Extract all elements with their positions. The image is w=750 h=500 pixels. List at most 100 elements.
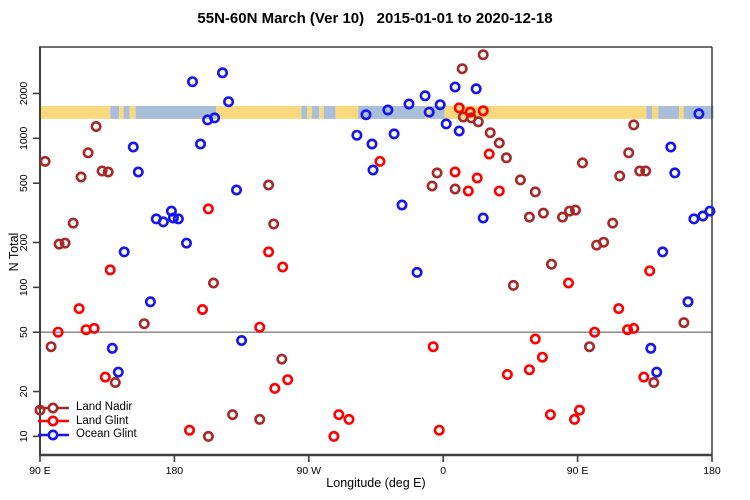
data-point [613, 303, 625, 315]
data-point [202, 430, 214, 442]
data-point [598, 236, 610, 248]
data-point [172, 213, 184, 225]
data-point [477, 49, 489, 61]
data-point [614, 170, 626, 182]
data-point [351, 129, 363, 141]
data-point [67, 217, 79, 229]
ocean-glint-marker-icon [38, 429, 69, 441]
map-band-segment [135, 105, 217, 119]
x-axis-title: Longitude (deg E) [326, 476, 426, 490]
legend: Land Nadir Land Glint Ocean Glint [38, 401, 137, 442]
data-point [628, 322, 640, 334]
data-point [607, 217, 619, 229]
data-point [623, 147, 635, 159]
data-point [181, 237, 193, 249]
data-point [59, 237, 71, 249]
map-band-segment [216, 105, 302, 119]
x-tick-label: 180 [166, 465, 184, 477]
data-point [423, 106, 435, 118]
map-band-segment [646, 105, 653, 119]
data-point [132, 166, 144, 178]
data-point [217, 67, 229, 79]
data-point [678, 317, 690, 329]
data-point [628, 119, 640, 131]
data-point [254, 321, 266, 333]
map-band-segment [444, 105, 647, 119]
data-point [464, 106, 476, 118]
data-point [277, 261, 289, 273]
data-point [202, 203, 214, 215]
data-point [268, 218, 280, 230]
data-point [576, 157, 588, 169]
data-point [88, 322, 100, 334]
map-band-segment [110, 105, 120, 119]
data-point [453, 125, 465, 137]
data-point [102, 166, 114, 178]
data-point [426, 180, 438, 192]
y-tick-label: 100 [18, 278, 30, 296]
map-band-segment [123, 105, 130, 119]
y-tick-label: 20 [18, 386, 30, 398]
y-tick-label: 500 [18, 174, 30, 192]
land-nadir-marker-icon [38, 402, 69, 414]
data-point [477, 105, 489, 117]
data-point [99, 371, 111, 383]
data-point [477, 212, 489, 224]
data-point [433, 424, 445, 436]
data-point [453, 102, 465, 114]
data-point [484, 127, 496, 139]
data-point [427, 341, 439, 353]
data-point [514, 174, 526, 186]
data-point [197, 303, 209, 315]
legend-label: Land Glint [76, 414, 129, 427]
data-point [96, 165, 108, 177]
data-point [367, 164, 379, 176]
data-point [682, 296, 694, 308]
map-band-segment [652, 105, 659, 119]
data-point [648, 376, 660, 388]
data-point [403, 98, 415, 110]
data-point [470, 83, 482, 95]
data-point [507, 279, 519, 291]
data-point [366, 138, 378, 150]
data-point [651, 366, 663, 378]
data-point [34, 404, 46, 416]
data-point [583, 341, 595, 353]
data-point [90, 121, 102, 133]
data-point [568, 413, 580, 425]
data-point [75, 171, 87, 183]
legend-item-land-glint: Land Glint [38, 415, 137, 429]
data-point [269, 382, 281, 394]
data-point [276, 353, 288, 365]
y-tick-label: 1000 [18, 126, 30, 150]
data-point [254, 413, 266, 425]
data-point [209, 112, 221, 124]
data-point [556, 211, 568, 223]
data-point [449, 166, 461, 178]
data-point [697, 210, 709, 222]
map-band-segment [319, 105, 324, 119]
map-band-segment [307, 105, 312, 119]
data-point [419, 90, 431, 102]
data-point [187, 76, 199, 88]
data-point [573, 404, 585, 416]
data-point [411, 266, 423, 278]
data-point [483, 148, 495, 160]
data-point [456, 63, 468, 75]
data-point [529, 186, 541, 198]
map-band-segment [658, 105, 680, 119]
data-point [39, 155, 51, 167]
data-point [343, 413, 355, 425]
data-point [545, 258, 557, 270]
data-point [82, 147, 94, 159]
data-point [665, 141, 677, 153]
data-point [500, 152, 512, 164]
data-point [440, 118, 452, 130]
data-point [704, 205, 716, 217]
data-point [227, 409, 239, 421]
data-point [282, 374, 294, 386]
data-point [562, 277, 574, 289]
data-point [396, 199, 408, 211]
